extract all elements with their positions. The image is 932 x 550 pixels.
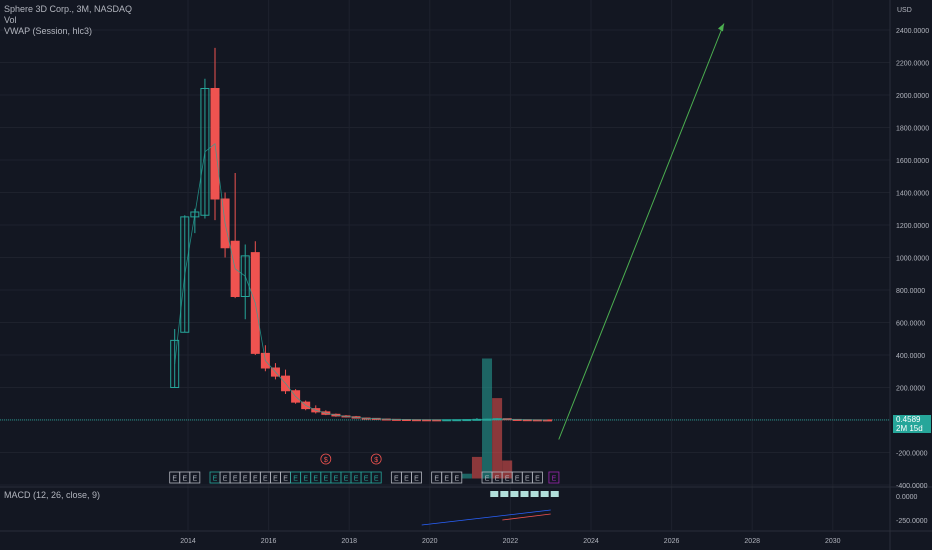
earnings-marker[interactable] <box>532 471 543 484</box>
earnings-marker-label: E <box>344 476 349 483</box>
earnings-marker-label: E <box>505 476 510 483</box>
bar-countdown: 2M 15d <box>896 424 923 433</box>
price-tick-label: 1400.0000 <box>896 191 929 198</box>
forecast-arrow-line[interactable] <box>558 23 725 440</box>
time-tick-label: 2018 <box>341 538 357 545</box>
price-tick-label: -200.0000 <box>896 451 928 458</box>
vwap-legend[interactable]: VWAP (Session, hlc3) <box>4 26 93 36</box>
earnings-marker[interactable] <box>189 471 201 484</box>
earnings-marker-label: E <box>263 476 268 483</box>
price-tick-label: 400.0000 <box>896 353 925 360</box>
time-tick-label: 2028 <box>744 538 760 545</box>
earnings-marker-label: E <box>364 476 369 483</box>
macd-signal-line <box>502 513 551 521</box>
earnings-marker-label: E <box>313 476 318 483</box>
macd-histogram-bar <box>510 491 519 497</box>
price-tick-label: 800.0000 <box>896 288 925 295</box>
earnings-marker[interactable] <box>370 471 382 484</box>
macd-histogram-bar <box>530 491 539 497</box>
earnings-marker-label: E <box>434 476 439 483</box>
earnings-marker-label: E <box>454 476 459 483</box>
volume-bar <box>482 358 493 479</box>
price-tick-label: 200.0000 <box>896 386 925 393</box>
volume-bar <box>502 460 513 479</box>
symbol-legend[interactable]: Sphere 3D Corp., 3M, NASDAQ <box>4 4 133 14</box>
earnings-marker[interactable] <box>451 471 463 484</box>
earnings-marker-label: E <box>283 476 288 483</box>
earnings-marker-label: E <box>243 476 248 483</box>
dividend-marker[interactable] <box>370 453 382 465</box>
dividend-marker[interactable] <box>320 453 332 465</box>
earnings-marker-label: E <box>525 476 530 483</box>
macd-histogram-bar <box>550 491 559 497</box>
price-tick-label: -400.0000 <box>896 483 928 490</box>
volume-bar <box>492 398 503 479</box>
earnings-marker-label: E <box>414 476 419 483</box>
earnings-marker-label: E <box>444 476 449 483</box>
macd-tick-label: -250.0000 <box>896 518 928 525</box>
candle-up <box>240 255 250 297</box>
macd-histogram-bar <box>490 491 499 497</box>
earnings-marker-label: E <box>233 476 238 483</box>
time-tick-label: 2016 <box>261 538 277 545</box>
price-tick-label: 2000.0000 <box>896 93 929 100</box>
earnings-marker-label: E <box>213 476 218 483</box>
earnings-marker-label: E <box>374 476 379 483</box>
dividend-marker-label: $ <box>374 457 378 464</box>
earnings-marker-label: E <box>354 476 359 483</box>
time-tick-label: 2026 <box>664 538 680 545</box>
macd-tick-label: 0.0000 <box>896 494 918 501</box>
macd-line <box>421 509 551 526</box>
macd-legend[interactable]: MACD (12, 26, close, 9) <box>4 490 101 500</box>
earnings-marker-label: E <box>303 476 308 483</box>
volume-legend[interactable]: Vol <box>4 15 17 25</box>
earnings-marker[interactable] <box>411 471 422 484</box>
macd-histogram-bar <box>500 491 509 497</box>
price-tick-label: 1000.0000 <box>896 256 929 263</box>
earnings-marker-label: E <box>535 476 540 483</box>
earnings-marker-label: E <box>323 476 328 483</box>
earnings-marker-label: E <box>253 476 258 483</box>
forecast-arrow-head <box>717 23 724 32</box>
candle-up <box>200 88 210 216</box>
last-price-label: 0.4589 2M 15d <box>893 415 931 433</box>
price-tick-label: 2200.0000 <box>896 61 929 68</box>
upcoming-earnings-marker[interactable] <box>548 471 560 484</box>
earnings-marker-label: E <box>172 476 177 483</box>
earnings-marker-label: E <box>182 476 187 483</box>
price-tick-label: 2400.0000 <box>896 28 929 35</box>
earnings-marker-label: E <box>273 476 278 483</box>
earnings-marker-label: E <box>515 476 520 483</box>
volume-bar <box>461 473 472 479</box>
candle-up <box>180 216 190 333</box>
price-tick-label: 1200.0000 <box>896 223 929 230</box>
earnings-marker-label: E <box>394 476 399 483</box>
macd-histogram-bar <box>520 491 529 497</box>
volume-bar <box>471 456 482 479</box>
vwap-line <box>174 142 548 421</box>
earnings-marker-label: E <box>485 476 490 483</box>
time-tick-label: 2022 <box>503 538 519 545</box>
time-tick-label: 2014 <box>180 538 196 545</box>
currency-label: USD <box>897 7 912 14</box>
upcoming-earnings-label: E <box>552 476 557 483</box>
price-tick-label: 600.0000 <box>896 321 925 328</box>
earnings-marker-label: E <box>223 476 228 483</box>
last-price-value: 0.4589 <box>896 415 921 424</box>
earnings-marker-label: E <box>404 476 409 483</box>
macd-histogram-bar <box>540 491 549 497</box>
earnings-marker-label: E <box>334 476 339 483</box>
time-tick-label: 2030 <box>825 538 841 545</box>
price-tick-label: 1800.0000 <box>896 126 929 133</box>
earnings-marker-label: E <box>293 476 298 483</box>
earnings-marker-label: E <box>495 476 500 483</box>
dividend-marker-label: $ <box>324 457 328 464</box>
price-tick-label: 1600.0000 <box>896 158 929 165</box>
time-tick-label: 2020 <box>422 538 438 545</box>
candle-up <box>170 339 180 388</box>
earnings-marker-label: E <box>193 476 198 483</box>
time-tick-label: 2024 <box>583 538 599 545</box>
